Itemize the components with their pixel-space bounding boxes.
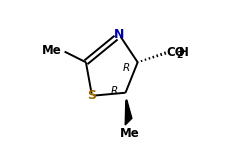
Text: R: R — [122, 63, 129, 73]
Text: CO: CO — [166, 46, 184, 59]
Text: S: S — [87, 89, 96, 102]
Text: N: N — [114, 28, 124, 41]
Text: Me: Me — [42, 44, 61, 57]
Polygon shape — [125, 100, 131, 125]
Text: 2: 2 — [176, 51, 182, 60]
Text: Me: Me — [120, 127, 140, 140]
Text: R: R — [110, 86, 117, 96]
Text: H: H — [178, 46, 188, 59]
